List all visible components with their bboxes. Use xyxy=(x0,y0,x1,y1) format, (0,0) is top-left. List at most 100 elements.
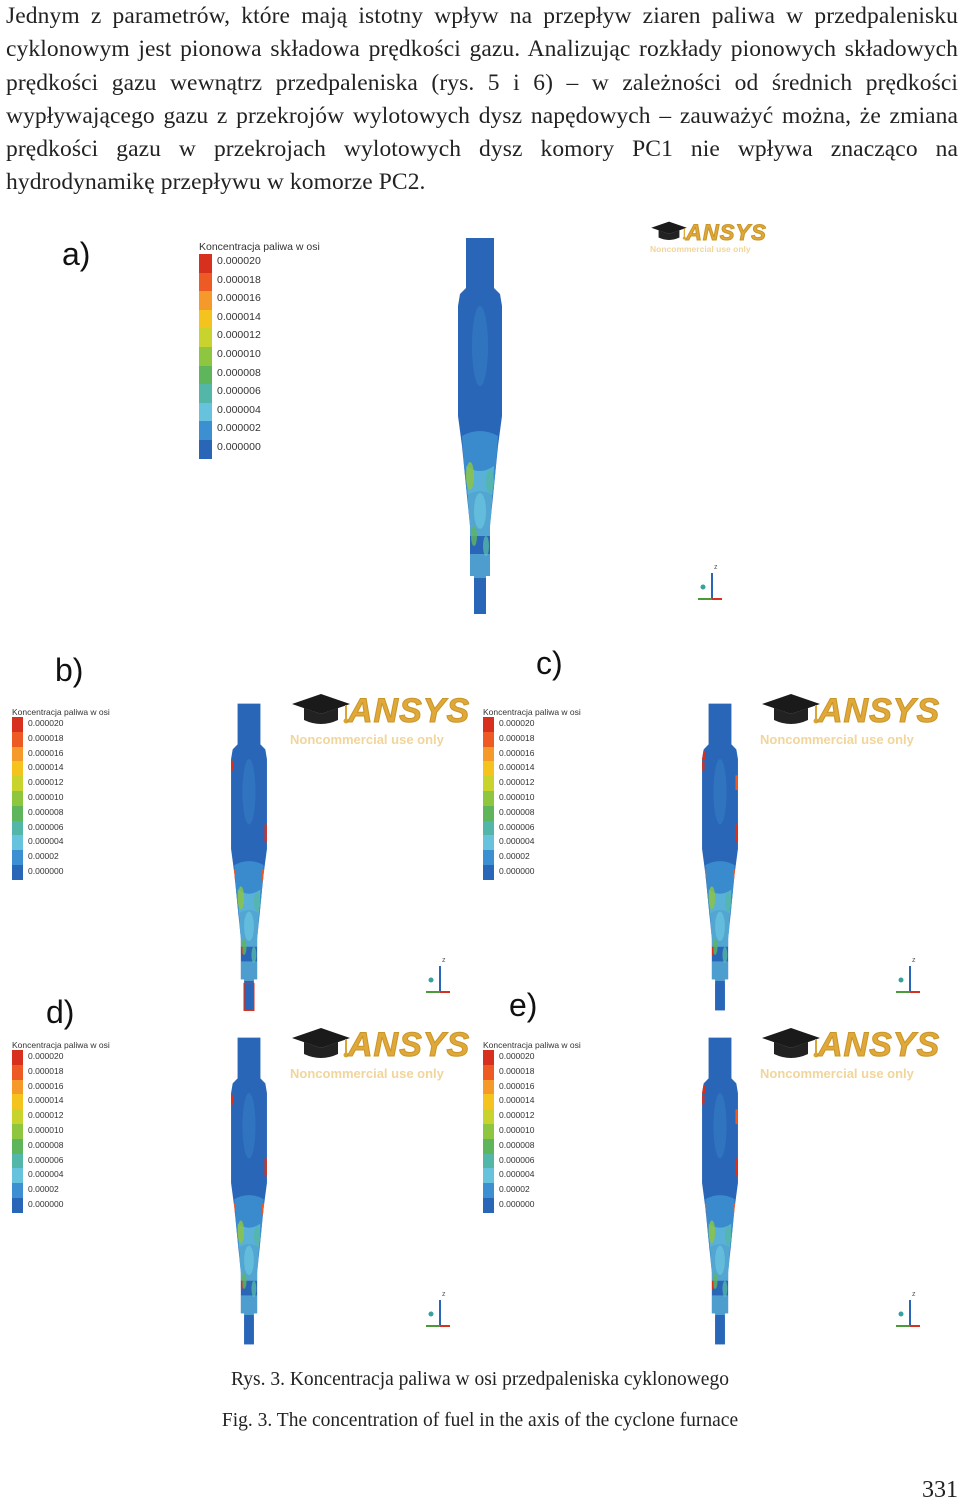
panel-label-e: e) xyxy=(509,987,538,1023)
legend-tick-label: 0.00002 xyxy=(28,1184,59,1195)
caption-english: Fig. 3. The concentration of fuel in the… xyxy=(221,1410,739,1431)
page-number: 331 xyxy=(922,1477,958,1503)
legend-swatch xyxy=(199,254,212,274)
legend-swatch xyxy=(483,1094,494,1110)
legend-tick-label: 0.000014 xyxy=(499,1095,535,1106)
legend-tick-label: 0.000010 xyxy=(499,1125,535,1135)
color-legend: Koncentracja paliwa w osi 0.000020 0.00001… xyxy=(199,241,349,460)
legend-swatch xyxy=(483,717,494,733)
legend-tick-label: 0.000008 xyxy=(499,806,535,817)
legend-tick-label: 0.000006 xyxy=(217,385,261,398)
legend-swatch xyxy=(12,1094,23,1110)
legend-swatch xyxy=(483,1109,494,1125)
legend-tick-label: 0.000016 xyxy=(499,1080,535,1091)
legend-swatch xyxy=(199,440,212,460)
legend-swatch xyxy=(199,421,212,441)
legend-tick-label: 0.000000 xyxy=(28,866,64,876)
legend-swatch xyxy=(483,805,494,822)
ansys-logo: ANSYS Noncommercial use only xyxy=(290,1026,470,1086)
legend-title: Koncentracja paliwa w osi xyxy=(199,241,320,253)
legend-tick-label: 0.000016 xyxy=(28,747,64,758)
ansys-brand-text: ANSYS xyxy=(817,692,941,731)
legend-swatch xyxy=(483,731,494,748)
graduation-cap-icon xyxy=(762,1028,820,1058)
legend-tick-label: 0.000000 xyxy=(28,1199,64,1209)
color-legend: Koncentracja paliwa w osi 0.000020 0.00001… xyxy=(12,1040,132,1214)
legend-swatch xyxy=(12,835,23,851)
legend-swatch xyxy=(12,1050,23,1066)
legend-swatch xyxy=(12,1109,23,1125)
furnace-contour-c xyxy=(702,703,738,1011)
noncommercial-note: Noncommercial use only xyxy=(760,732,914,747)
panel-label-a: a) xyxy=(62,236,91,272)
graduation-cap-icon xyxy=(651,221,687,240)
ansys-logo: ANSYS Noncommercial use only xyxy=(650,220,766,260)
axis-triad-icon: z xyxy=(426,957,450,993)
legend-swatch xyxy=(483,746,494,762)
legend-title: Koncentracja paliwa w osi xyxy=(12,1040,110,1050)
legend-tick-label: 0.000018 xyxy=(499,732,535,743)
legend-tick-label: 0.000018 xyxy=(217,273,261,286)
panel-label-d: d) xyxy=(46,994,75,1030)
legend-swatch xyxy=(483,865,494,881)
legend-swatch xyxy=(12,1198,23,1214)
furnace-contour-a xyxy=(458,238,502,614)
ansys-logo: ANSYS Noncommercial use only xyxy=(760,692,940,752)
legend-tick-label: 0.000016 xyxy=(217,292,261,305)
color-legend: Koncentracja paliwa w osi 0.000020 0.00001… xyxy=(483,1040,603,1214)
legend-swatch xyxy=(483,761,494,777)
legend-tick-label: 0.000020 xyxy=(217,255,261,267)
legend-swatch xyxy=(12,731,23,748)
legend-swatch xyxy=(483,1050,494,1066)
noncommercial-note: Noncommercial use only xyxy=(290,732,444,747)
legend-tick-label: 0.000004 xyxy=(28,1169,64,1180)
legend-swatch xyxy=(483,850,494,866)
legend-swatch xyxy=(483,1079,494,1095)
legend-tick-label: 0.000020 xyxy=(499,718,535,728)
color-legend: Koncentracja paliwa w osi 0.000020 0.00001… xyxy=(483,707,603,881)
legend-swatch xyxy=(199,384,212,404)
axis-label: z xyxy=(912,957,916,964)
legend-tick-label: 0.00002 xyxy=(28,851,59,862)
legend-swatch xyxy=(12,1153,23,1169)
panel-label-c: c) xyxy=(536,645,563,681)
ansys-logo: ANSYS Noncommercial use only xyxy=(290,692,470,752)
noncommercial-note: Noncommercial use only xyxy=(290,1066,444,1081)
legend-tick-label: 0.000014 xyxy=(217,310,261,323)
legend-tick-label: 0.000000 xyxy=(499,1199,535,1209)
graduation-cap-icon xyxy=(292,694,350,724)
legend-tick-label: 0.000014 xyxy=(28,1095,64,1106)
legend-swatch xyxy=(483,1198,494,1214)
ansys-brand-text: ANSYS xyxy=(347,692,471,731)
legend-tick-label: 0.000010 xyxy=(28,1125,64,1135)
axis-triad-icon: z xyxy=(896,957,920,993)
legend-swatch xyxy=(483,791,494,807)
legend-tick-label: 0.000020 xyxy=(499,1051,535,1061)
legend-tick-label: 0.000008 xyxy=(499,1139,535,1150)
legend-tick-label: 0.000012 xyxy=(28,777,64,788)
legend-title: Koncentracja paliwa w osi xyxy=(483,707,581,717)
legend-swatch xyxy=(483,1168,494,1184)
legend-tick-label: 0.000004 xyxy=(217,403,261,416)
legend-swatch xyxy=(483,1124,494,1140)
legend-tick-label: 0.000014 xyxy=(499,762,535,773)
legend-tick-label: 0.000012 xyxy=(28,1110,64,1121)
legend-tick-label: 0.000010 xyxy=(28,792,64,802)
legend-swatch xyxy=(12,776,23,792)
legend-tick-label: 0.000008 xyxy=(28,806,64,817)
axis-triad-icon: z xyxy=(426,1291,450,1327)
legend-swatch xyxy=(12,820,23,836)
legend-swatch xyxy=(483,1064,494,1081)
legend-swatch xyxy=(483,1183,494,1199)
legend-swatch xyxy=(483,820,494,836)
graduation-cap-icon xyxy=(292,1028,350,1058)
legend-tick-label: 0.000010 xyxy=(217,348,261,360)
legend-tick-label: 0.000018 xyxy=(499,1065,535,1076)
legend-tick-label: 0.000018 xyxy=(28,1065,64,1076)
noncommercial-note: Noncommercial use only xyxy=(650,244,751,254)
legend-swatch xyxy=(199,328,212,348)
legend-swatch xyxy=(12,746,23,762)
ansys-brand-text: ANSYS xyxy=(817,1026,941,1065)
legend-swatch xyxy=(483,776,494,792)
legend-swatch xyxy=(12,1124,23,1140)
